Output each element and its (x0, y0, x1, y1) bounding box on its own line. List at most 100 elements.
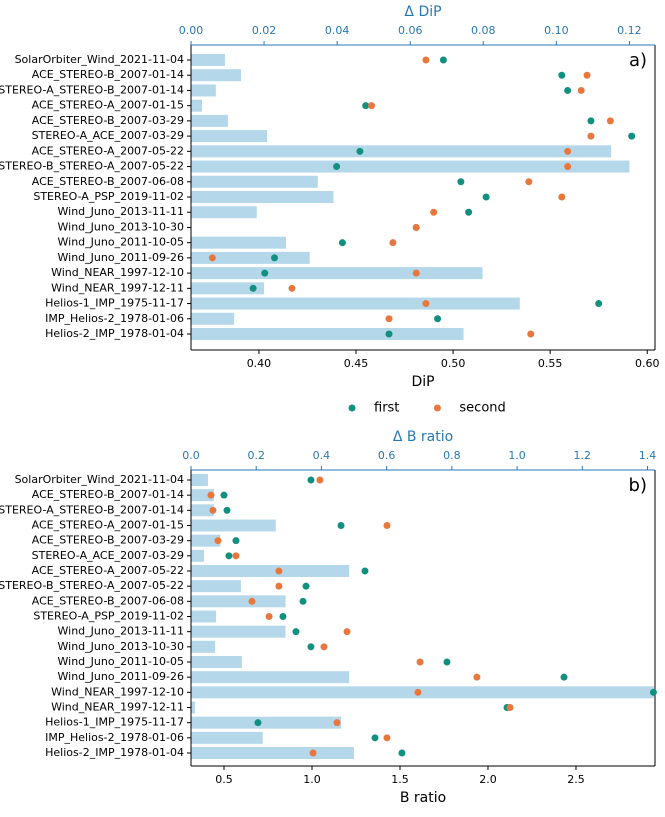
dot (412, 223, 420, 231)
y-tick-label: ACE_STEREO-B_2007-01-14 (32, 68, 184, 81)
dot (422, 300, 430, 308)
bar (191, 328, 464, 340)
dot (457, 178, 465, 186)
dot (225, 552, 233, 560)
y-tick-label: STEREO-A_STEREO-B_2007-01-14 (0, 83, 184, 96)
y-tick-label: Wind_Juno_2013-11-11 (58, 625, 185, 638)
dot (560, 673, 568, 681)
y-tick-label: SolarOrbiter_Wind_2021-11-04 (15, 53, 184, 66)
bar (191, 747, 355, 759)
bar (191, 251, 310, 264)
y-tick-label: Wind_Juno_2011-09-26 (58, 670, 185, 683)
bar (191, 312, 235, 325)
dot (385, 315, 393, 323)
y-tick-label: Wind_Juno_2013-10-30 (58, 640, 185, 653)
y-tick-label: STEREO-A_STEREO-B_2007-01-14 (0, 503, 184, 516)
bar (191, 114, 228, 127)
y-tick-label: Wind_NEAR_1997-12-11 (51, 281, 184, 294)
dot (434, 315, 442, 323)
y-tick-label: IMP_Helios-2_1978-01-06 (45, 312, 184, 325)
dot (288, 284, 296, 292)
x2-tick-label: 0.2 (247, 449, 265, 462)
y-tick-label: ACE_STEREO-B_2007-06-08 (32, 175, 184, 188)
bar (191, 640, 216, 653)
bar (191, 474, 208, 486)
y-tick-label: ACE_STEREO-A_2007-01-15 (32, 99, 184, 112)
x2-tick-label: 1.4 (639, 449, 657, 462)
dot (307, 476, 315, 484)
x2-tick-label: 0.02 (252, 24, 277, 37)
dot (583, 71, 591, 79)
dot (209, 506, 217, 514)
dot (389, 239, 397, 247)
x-tick-label: 0.50 (441, 357, 466, 370)
panel-annotation: b) (629, 475, 647, 496)
dot (422, 56, 430, 64)
x-axis-label: B ratio (400, 790, 446, 806)
dot (337, 522, 345, 529)
bar (191, 175, 318, 188)
dot (649, 688, 657, 696)
bar (191, 54, 225, 66)
bar (191, 610, 217, 623)
y-tick-label: Wind_Juno_2011-10-05 (58, 236, 185, 249)
y-tick-label: Wind_Juno_2011-09-26 (58, 251, 185, 264)
y-tick-label: ACE_STEREO-B_2007-03-29 (32, 114, 184, 127)
x2-tick-label: 0.10 (544, 24, 569, 37)
dot (338, 239, 346, 247)
y-tick-label: Helios-1_IMP_1975-11-17 (45, 297, 184, 310)
legend-marker (348, 404, 356, 412)
dot (430, 208, 438, 216)
y-tick-label: IMP_Helios-2_1978-01-06 (45, 731, 184, 744)
dot (362, 102, 370, 110)
y-tick-label: ACE_STEREO-B_2007-06-08 (32, 594, 184, 607)
x-tick-label: 2.0 (479, 773, 497, 786)
dot (414, 688, 422, 696)
dot (299, 597, 307, 605)
y-tick-label: Helios-2_IMP_1978-01-04 (45, 746, 184, 759)
bar (191, 656, 242, 668)
dot (587, 117, 595, 125)
y-tick-label: Helios-1_IMP_1975-11-17 (45, 716, 184, 729)
bar (191, 671, 350, 684)
x2-tick-label: 0.06 (398, 24, 423, 37)
dot (232, 537, 240, 545)
bar (191, 686, 655, 699)
dot (302, 582, 310, 590)
bar (191, 69, 242, 82)
bar (191, 160, 630, 173)
x2-tick-label: 0.04 (325, 24, 350, 37)
bar (191, 580, 241, 593)
bar (191, 519, 276, 532)
bar (191, 489, 214, 502)
x2-tick-label: 0.00 (179, 24, 204, 37)
bar (191, 504, 214, 517)
bar (191, 549, 205, 562)
dot (558, 71, 566, 79)
dot (564, 86, 572, 94)
dot (207, 491, 215, 499)
y-tick-label: SolarOrbiter_Wind_2021-11-04 (15, 473, 184, 486)
y-tick-label: ACE_STEREO-B_2007-01-14 (32, 488, 184, 501)
bar (191, 731, 263, 744)
dot (606, 117, 614, 125)
dot (275, 582, 283, 590)
y-tick-label: Wind_NEAR_1997-12-10 (51, 266, 184, 279)
dot (416, 658, 424, 666)
bar (191, 236, 286, 249)
y-tick-label: STEREO-A_PSP_2019-11-02 (33, 190, 184, 203)
dot (261, 269, 269, 277)
dot (383, 734, 391, 742)
y-tick-label: STEREO-A_ACE_2007-03-29 (32, 129, 184, 142)
dot (270, 254, 278, 262)
y-tick-label: Wind_Juno_2011-10-05 (58, 655, 185, 668)
dot (482, 193, 490, 201)
y-tick-label: Wind_Juno_2013-10-30 (58, 220, 185, 233)
dot (564, 147, 572, 155)
y-tick-label: Wind_NEAR_1997-12-10 (51, 685, 184, 698)
x2-tick-label: 0.8 (443, 449, 461, 462)
x2-tick-label: 0.4 (313, 449, 331, 462)
bar (191, 716, 341, 729)
dot (385, 330, 393, 338)
